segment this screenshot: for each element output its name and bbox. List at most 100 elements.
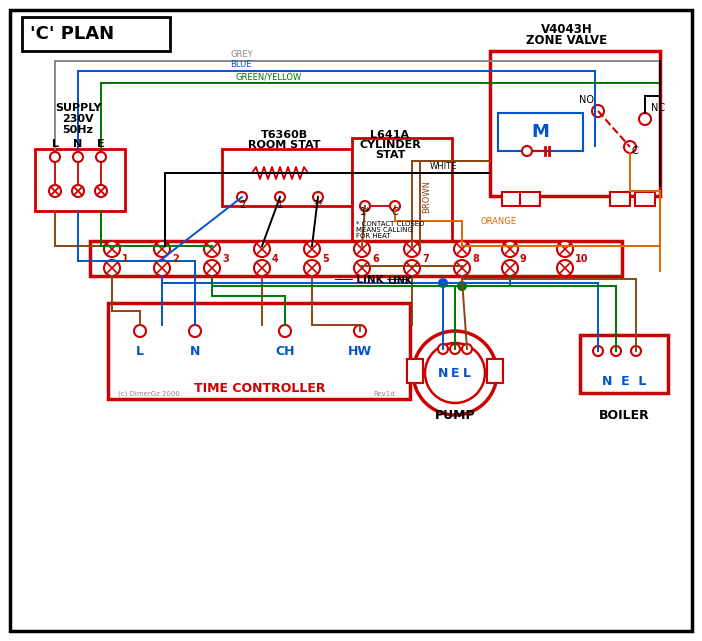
Text: 230V: 230V bbox=[62, 114, 94, 124]
Circle shape bbox=[95, 185, 107, 197]
Text: WHITE: WHITE bbox=[430, 162, 458, 171]
FancyBboxPatch shape bbox=[407, 359, 423, 383]
Text: MEANS CALLING: MEANS CALLING bbox=[356, 227, 413, 233]
Circle shape bbox=[304, 241, 320, 257]
Circle shape bbox=[454, 260, 470, 276]
Text: E: E bbox=[451, 367, 459, 379]
Circle shape bbox=[72, 185, 84, 197]
Text: GREY: GREY bbox=[230, 50, 253, 59]
Text: 5: 5 bbox=[322, 254, 329, 264]
Circle shape bbox=[275, 192, 285, 202]
Circle shape bbox=[254, 241, 270, 257]
Circle shape bbox=[438, 344, 448, 354]
FancyBboxPatch shape bbox=[352, 138, 452, 241]
Text: NO: NO bbox=[578, 95, 593, 105]
Text: C: C bbox=[392, 207, 398, 217]
Text: 2: 2 bbox=[239, 200, 245, 210]
Text: FOR HEAT: FOR HEAT bbox=[356, 233, 390, 239]
Text: 1: 1 bbox=[277, 200, 283, 210]
Circle shape bbox=[254, 260, 270, 276]
Circle shape bbox=[313, 192, 323, 202]
FancyBboxPatch shape bbox=[635, 192, 655, 206]
FancyBboxPatch shape bbox=[35, 149, 125, 211]
Circle shape bbox=[354, 260, 370, 276]
Text: N: N bbox=[190, 344, 200, 358]
Circle shape bbox=[154, 241, 170, 257]
FancyBboxPatch shape bbox=[108, 303, 410, 399]
Text: CH: CH bbox=[275, 344, 295, 358]
Circle shape bbox=[458, 282, 466, 290]
Text: 1*: 1* bbox=[359, 207, 371, 217]
Text: ZONE VALVE: ZONE VALVE bbox=[526, 34, 607, 47]
Text: L: L bbox=[51, 139, 58, 149]
Circle shape bbox=[304, 260, 320, 276]
Circle shape bbox=[593, 346, 603, 356]
Circle shape bbox=[204, 241, 220, 257]
Text: (c) DimerGz 2000: (c) DimerGz 2000 bbox=[118, 390, 180, 397]
Text: 'C' PLAN: 'C' PLAN bbox=[30, 25, 114, 43]
Circle shape bbox=[104, 241, 120, 257]
Circle shape bbox=[354, 325, 366, 337]
Circle shape bbox=[404, 241, 420, 257]
Text: Rev1d: Rev1d bbox=[373, 391, 395, 397]
Circle shape bbox=[354, 241, 370, 257]
Text: L: L bbox=[463, 367, 471, 379]
Text: ROOM STAT: ROOM STAT bbox=[248, 140, 320, 150]
Circle shape bbox=[639, 113, 651, 125]
FancyBboxPatch shape bbox=[502, 192, 522, 206]
Circle shape bbox=[49, 185, 61, 197]
Circle shape bbox=[624, 141, 636, 153]
Text: ORANGE: ORANGE bbox=[480, 217, 516, 226]
Text: T6360B: T6360B bbox=[260, 130, 307, 140]
Text: 6: 6 bbox=[372, 254, 379, 264]
FancyBboxPatch shape bbox=[498, 113, 583, 151]
FancyBboxPatch shape bbox=[610, 192, 630, 206]
Circle shape bbox=[390, 201, 400, 211]
FancyBboxPatch shape bbox=[222, 149, 352, 206]
Circle shape bbox=[611, 346, 621, 356]
Circle shape bbox=[502, 241, 518, 257]
Circle shape bbox=[425, 343, 485, 403]
Text: 2: 2 bbox=[172, 254, 179, 264]
Text: 7: 7 bbox=[422, 254, 429, 264]
Circle shape bbox=[413, 331, 497, 415]
Text: PUMP: PUMP bbox=[435, 409, 475, 422]
Text: V4043H: V4043H bbox=[541, 23, 593, 36]
Circle shape bbox=[204, 260, 220, 276]
Text: L641A: L641A bbox=[371, 130, 409, 140]
Circle shape bbox=[134, 325, 146, 337]
Circle shape bbox=[50, 152, 60, 162]
FancyBboxPatch shape bbox=[520, 192, 540, 206]
Text: N: N bbox=[438, 367, 448, 379]
Circle shape bbox=[439, 279, 447, 287]
Circle shape bbox=[104, 260, 120, 276]
FancyBboxPatch shape bbox=[487, 359, 503, 383]
Text: NC: NC bbox=[651, 103, 665, 113]
Text: N: N bbox=[74, 139, 83, 149]
Circle shape bbox=[450, 344, 460, 354]
FancyBboxPatch shape bbox=[90, 241, 622, 276]
Circle shape bbox=[522, 146, 532, 156]
Text: CYLINDER: CYLINDER bbox=[359, 140, 421, 150]
Circle shape bbox=[592, 105, 604, 117]
Circle shape bbox=[189, 325, 201, 337]
Text: 3: 3 bbox=[222, 254, 229, 264]
FancyBboxPatch shape bbox=[580, 335, 668, 393]
Text: 50Hz: 50Hz bbox=[62, 125, 93, 135]
Text: E: E bbox=[97, 139, 105, 149]
Circle shape bbox=[404, 260, 420, 276]
Text: TIME CONTROLLER: TIME CONTROLLER bbox=[194, 381, 326, 394]
Circle shape bbox=[237, 192, 247, 202]
Text: 9: 9 bbox=[520, 254, 526, 264]
Text: * CONTACT CLOSED: * CONTACT CLOSED bbox=[356, 221, 425, 227]
Text: LINK: LINK bbox=[388, 276, 413, 286]
Circle shape bbox=[73, 152, 83, 162]
FancyBboxPatch shape bbox=[490, 51, 660, 196]
Text: M: M bbox=[531, 123, 549, 141]
Text: BOILER: BOILER bbox=[599, 409, 649, 422]
Text: 10: 10 bbox=[575, 254, 588, 264]
Text: ─── LINK ───: ─── LINK ─── bbox=[334, 275, 406, 285]
Text: 1: 1 bbox=[122, 254, 128, 264]
Circle shape bbox=[462, 344, 472, 354]
Text: BLUE: BLUE bbox=[230, 60, 251, 69]
